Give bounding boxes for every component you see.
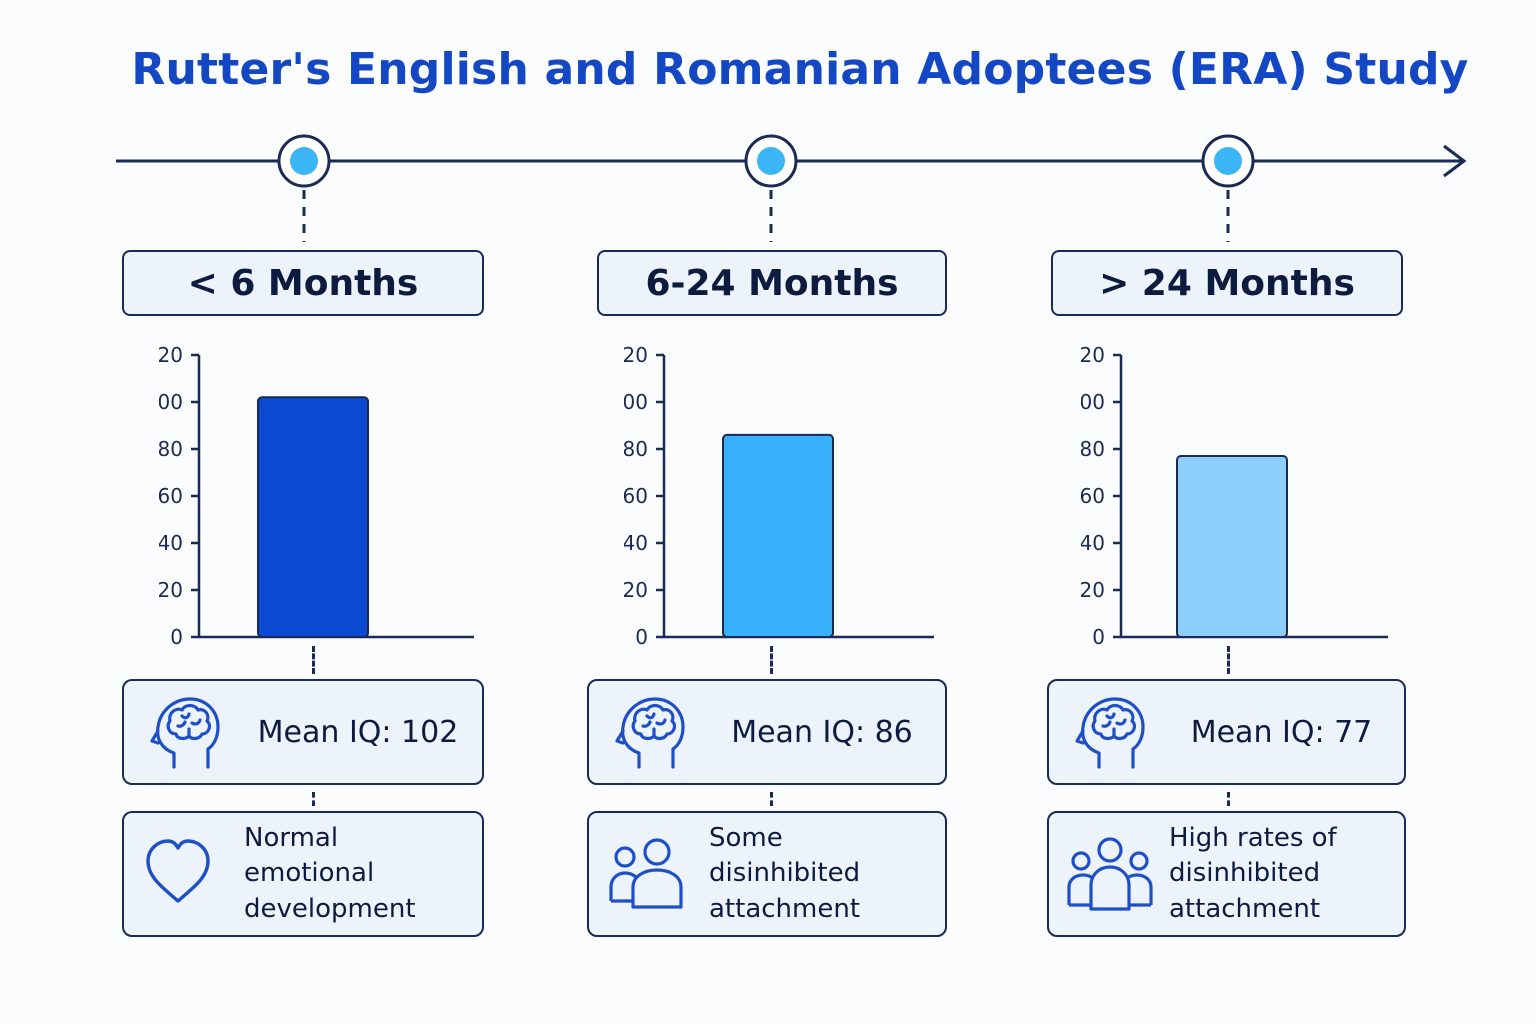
y-tick-label: 20 xyxy=(1081,578,1105,602)
bar xyxy=(722,433,834,639)
chart-connector xyxy=(1227,646,1230,674)
y-tick-label: 0 xyxy=(1092,625,1105,649)
heart-icon xyxy=(146,839,210,903)
mean-iq-card: Mean IQ: 102 xyxy=(122,679,484,785)
y-tick-label: 0 xyxy=(635,625,648,649)
card-connector xyxy=(312,792,315,806)
y-tick-label: 60 xyxy=(159,484,183,508)
y-tick-label: 100 xyxy=(1081,390,1105,414)
bar-chart: 020406080100120Mean IQ xyxy=(624,343,934,649)
bar xyxy=(1176,455,1288,638)
y-tick-label: 80 xyxy=(1081,437,1105,461)
y-tick-label: 100 xyxy=(159,390,183,414)
y-tick-label: 100 xyxy=(624,390,648,414)
timeline xyxy=(116,134,1467,242)
outcome-card: Normal emotional development xyxy=(122,811,484,937)
group-people-icon xyxy=(1067,837,1153,911)
outcome-text: Normal emotional development xyxy=(244,823,416,924)
y-tick-label: 40 xyxy=(1081,531,1105,555)
card-connector xyxy=(770,792,773,806)
outcome-card: Some disinhibited attachment xyxy=(587,811,947,937)
y-tick-label: 0 xyxy=(170,625,183,649)
outcome-card: High rates of disinhibited attachment xyxy=(1047,811,1406,937)
timeline-node xyxy=(1201,134,1255,188)
timeline-arrowhead xyxy=(1443,144,1467,178)
chart-connector xyxy=(770,646,773,674)
y-tick-label: 120 xyxy=(1081,343,1105,367)
bar xyxy=(257,396,369,638)
y-tick-label: 120 xyxy=(624,343,648,367)
y-tick-label: 80 xyxy=(624,437,648,461)
mean-iq-text: Mean IQ: 77 xyxy=(1190,714,1373,750)
bar-chart: 020406080100120Mean IQ xyxy=(1081,343,1388,649)
y-tick-label: 40 xyxy=(159,531,183,555)
timeline-node xyxy=(277,134,331,188)
timeline-node xyxy=(744,134,798,188)
mean-iq-text: Mean IQ: 102 xyxy=(257,714,459,750)
stage-label: < 6 Months xyxy=(122,250,484,316)
mean-iq-card: Mean IQ: 77 xyxy=(1047,679,1406,785)
chart-connector xyxy=(312,646,315,674)
card-connector xyxy=(1227,792,1230,806)
stage-label: > 24 Months xyxy=(1051,250,1403,316)
outcome-text: High rates of disinhibited attachment xyxy=(1169,823,1337,924)
y-tick-label: 40 xyxy=(624,531,648,555)
y-tick-label: 80 xyxy=(159,437,183,461)
y-tick-label: 60 xyxy=(1081,484,1105,508)
mean-iq-card: Mean IQ: 86 xyxy=(587,679,947,785)
stage-label: 6-24 Months xyxy=(597,250,947,316)
two-people-icon xyxy=(609,838,683,909)
y-tick-label: 60 xyxy=(624,484,648,508)
y-tick-label: 20 xyxy=(159,578,183,602)
brain-head-icon xyxy=(1075,697,1145,769)
mean-iq-text: Mean IQ: 86 xyxy=(731,714,913,750)
brain-head-icon xyxy=(615,697,685,769)
brain-head-icon xyxy=(150,697,220,769)
y-tick-label: 120 xyxy=(159,343,183,367)
page-title: Rutter's English and Romanian Adoptees (… xyxy=(131,44,1469,95)
bar-chart: 020406080100120Mean IQ xyxy=(159,343,474,649)
outcome-text: Some disinhibited attachment xyxy=(709,823,861,924)
y-tick-label: 20 xyxy=(624,578,648,602)
